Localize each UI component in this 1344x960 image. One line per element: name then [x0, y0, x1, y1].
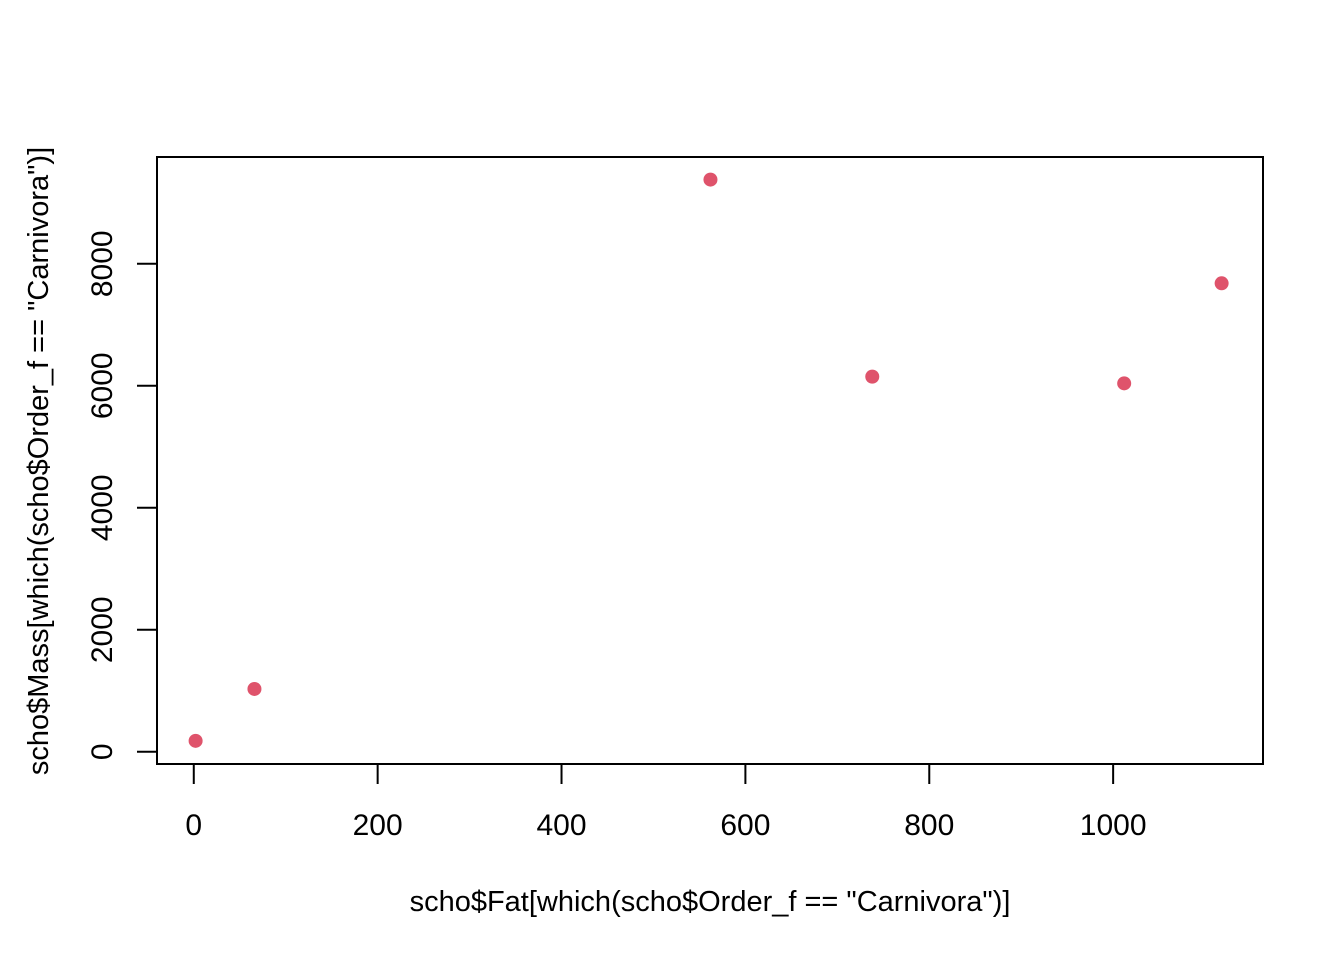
- x-tick-label: 200: [353, 809, 403, 842]
- data-point: [1214, 276, 1229, 291]
- y-tick-label: 6000: [86, 352, 119, 419]
- data-point: [1117, 376, 1132, 391]
- y-tick-label: 2000: [86, 596, 119, 663]
- y-tick-label: 8000: [86, 230, 119, 297]
- y-tick-label: 4000: [86, 474, 119, 541]
- data-point: [247, 681, 262, 696]
- x-tick-label: 1000: [1080, 809, 1147, 842]
- data-point: [865, 369, 880, 384]
- y-axis: 0 2000 4000 6000 8000: [86, 230, 158, 760]
- data-points: [188, 172, 1229, 748]
- x-axis: 0 200 400 600 800 1000: [185, 763, 1147, 842]
- x-tick-label: 600: [720, 809, 770, 842]
- x-tick-label: 400: [536, 809, 586, 842]
- x-tick-label: 800: [904, 809, 954, 842]
- data-point: [188, 733, 203, 748]
- y-axis-title: scho$Mass[which(scho$Order_f == "Carnivo…: [23, 147, 55, 775]
- plot-box: [156, 156, 1264, 765]
- y-tick-label: 0: [86, 743, 119, 760]
- x-axis-title: scho$Fat[which(scho$Order_f == "Carnivor…: [410, 886, 1011, 918]
- data-point: [703, 172, 718, 187]
- x-tick-label: 0: [185, 809, 202, 842]
